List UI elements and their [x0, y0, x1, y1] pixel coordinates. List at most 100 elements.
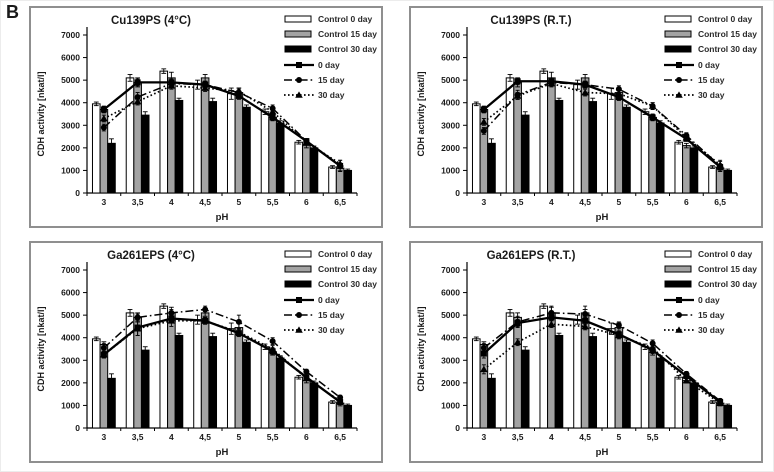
panel-chart-svg: 0 1000 2000 3000 4000 5000 6000 7000 3 3,5 4 4,5 5 5,…	[36, 27, 358, 223]
legend-swatch-svg	[663, 76, 694, 83]
legend-square-line-icon	[663, 295, 694, 305]
marker-0-day	[100, 106, 107, 113]
panel-grid: 0 1000 2000 3000 4000 5000 6000 7000 3 3,5 4 4,5 5 5,…	[29, 6, 763, 463]
bar-control-0-day	[674, 376, 684, 429]
x-tick-label: 3	[102, 197, 107, 207]
bar-control-15-day	[715, 402, 725, 429]
marker-30-day	[100, 351, 108, 358]
legend-item-control-30-day: Control 30 day	[664, 278, 757, 290]
bar-control-15-day	[614, 92, 624, 194]
x-axis-label: pH	[596, 212, 609, 223]
bar-control-30-day	[520, 349, 530, 429]
x-tick-label: 5	[237, 197, 242, 207]
legend-label: 0 day	[697, 294, 720, 305]
legend-marker	[295, 76, 302, 83]
marker-30-day	[547, 320, 556, 327]
legend-item-control-15-day: Control 15 day	[664, 263, 757, 275]
x-axis-label: pH	[216, 447, 229, 458]
legend-swatch-svg	[664, 265, 692, 273]
marker-30-day	[167, 82, 176, 89]
bar-control-30-day	[588, 336, 598, 429]
bar-control-0-day	[328, 166, 337, 194]
y-tick-label: 0	[75, 423, 80, 433]
legend-bar-rect	[664, 265, 692, 273]
line-15-day	[103, 308, 341, 399]
legend-swatch-svg	[664, 30, 692, 38]
bar-control-30-day	[655, 122, 665, 194]
legend-item-control-15-day: Control 15 day	[284, 263, 377, 275]
bar-control-15-day	[648, 116, 657, 194]
y-tick-label: 0	[75, 188, 80, 198]
y-tick-label: 1000	[441, 400, 460, 410]
legend-marker	[295, 296, 302, 303]
legend-item-30-day: 30 day	[283, 324, 377, 336]
legend-marker	[675, 326, 683, 333]
y-tick-label: 4000	[61, 333, 80, 343]
bar-control-0-day	[159, 305, 169, 429]
legend-label: Control 0 day	[317, 14, 373, 24]
x-tick-label: 5,5	[267, 197, 279, 207]
legend-swatch-svg	[283, 91, 314, 98]
legend-item-control-15-day: Control 15 day	[284, 28, 377, 40]
bar-control-0-day	[573, 319, 582, 429]
x-tick-label: 3	[482, 197, 487, 207]
y-tick-label: 4000	[441, 98, 460, 108]
legend-circle-line-icon	[283, 75, 314, 85]
marker-30-day	[615, 331, 623, 339]
y-tick-label: 7000	[441, 265, 460, 275]
x-tick-label: 5	[237, 432, 242, 442]
marker-30-day	[100, 114, 108, 122]
legend-bar-swatch	[664, 29, 694, 39]
bar-control-15-day	[268, 351, 277, 429]
x-tick-label: 5,5	[267, 432, 279, 442]
marker-30-day	[513, 92, 522, 99]
y-tick-label: 3000	[441, 355, 460, 365]
legend-square-line-icon	[663, 60, 694, 70]
legend-label: Control 30 day	[317, 279, 377, 290]
marker-30-day	[235, 328, 243, 335]
legend-swatch-svg	[664, 280, 692, 288]
legend-bar-rect	[664, 15, 692, 23]
bar-control-30-day	[554, 99, 564, 194]
marker-15-day	[202, 306, 209, 313]
marker-15-day	[303, 368, 310, 375]
line-15-day	[483, 312, 721, 402]
marker-30-day	[201, 84, 209, 91]
panel-chart-svg: 0 1000 2000 3000 4000 5000 6000 7000 3 3,5 4 4,5 5 5,…	[416, 27, 738, 223]
y-tick-label: 2000	[441, 378, 460, 388]
x-tick-label: 4,5	[579, 197, 591, 207]
chart-area: 0 1000 2000 3000 4000 5000 6000 7000 3 3,5 4 4,5 5 5,…	[31, 8, 381, 226]
y-tick-label: 5000	[441, 310, 460, 320]
y-axis-label: CDH activity [nkat/l]	[36, 306, 46, 391]
legend-swatch-svg	[283, 311, 314, 318]
bar-control-30-day	[343, 404, 353, 429]
x-tick-label: 6	[304, 197, 309, 207]
marker-30-day	[268, 345, 277, 352]
bar-control-0-day	[125, 77, 135, 194]
bar-control-30-day	[107, 377, 116, 429]
legend-marker	[675, 76, 682, 83]
legend-swatch-svg	[284, 280, 312, 288]
bar-control-15-day	[335, 402, 345, 429]
marker-30-day	[302, 138, 311, 146]
bar-control-30-day	[275, 122, 285, 194]
marker-15-day	[100, 344, 107, 351]
bar-control-30-day	[174, 334, 184, 429]
legend-label: Control 15 day	[697, 29, 757, 40]
legend-item-0-day: 0 day	[283, 294, 377, 306]
marker-15-day	[582, 81, 589, 88]
x-tick-label: 6	[684, 197, 689, 207]
line-30-day	[483, 323, 721, 404]
bar-control-0-day	[573, 84, 582, 194]
legend-swatch-svg	[283, 76, 314, 83]
legend-label: 30 day	[697, 324, 725, 335]
legend-swatch-svg	[283, 296, 314, 303]
y-tick-label: 7000	[61, 265, 80, 275]
marker-30-day	[682, 377, 691, 384]
legend-label: Control 30 day	[697, 279, 757, 290]
legend-bar-swatch	[284, 14, 314, 24]
x-tick-label: 6,5	[714, 432, 726, 442]
bar-control-15-day	[547, 77, 556, 194]
marker-30-day	[716, 399, 724, 406]
marker-15-day	[480, 344, 487, 351]
